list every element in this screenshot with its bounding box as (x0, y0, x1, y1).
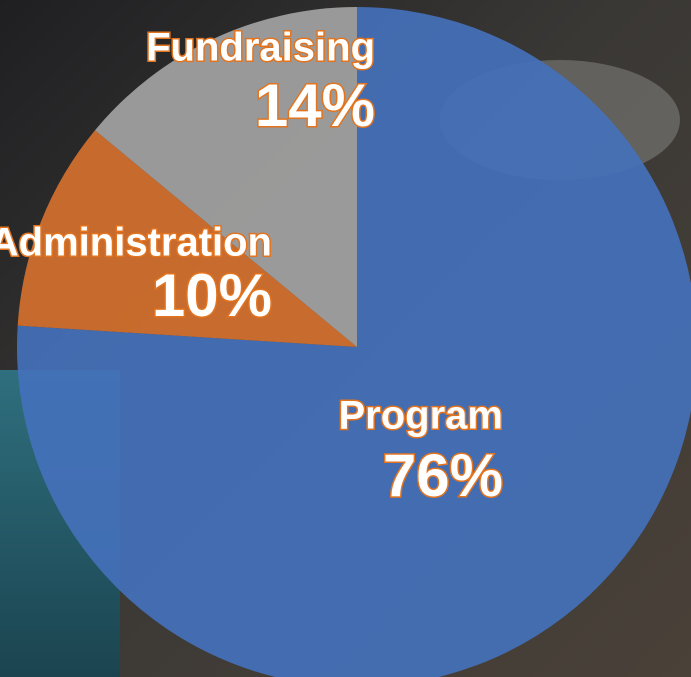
slice-value-label: 10% (152, 262, 272, 329)
slice-label: Administration (0, 221, 272, 265)
slice-label: Fundraising (146, 26, 375, 70)
chart: Program76% Administration10% Fundraising14… (0, 0, 691, 677)
slice-value-label: 14% (255, 72, 375, 139)
slice-label: Program (339, 394, 504, 438)
slice-value-label: 76% (383, 442, 503, 509)
